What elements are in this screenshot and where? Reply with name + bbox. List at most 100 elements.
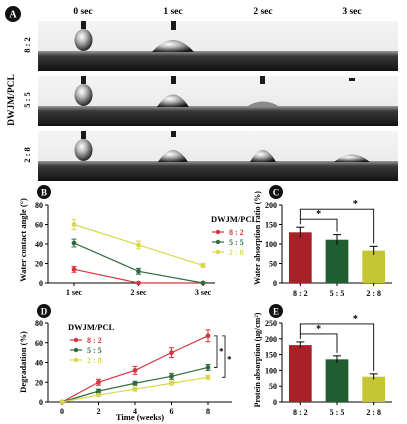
row-label-1: 5 : 5 (22, 92, 32, 108)
panel-e-y-axis-label: Protein absorption (μg/cm²) (253, 312, 262, 407)
y-tick-label: 80 (35, 319, 43, 328)
significance-star: * (227, 355, 232, 365)
panel-a-badge (5, 6, 21, 22)
droplet-image (308, 21, 398, 71)
panel-d-x-axis-label: Time (weeks) (116, 412, 164, 422)
data-point (96, 388, 101, 394)
x-tick-label: 3 sec (195, 288, 212, 297)
data-point (96, 379, 101, 385)
panel-a: A 0 sec 1 sec 2 sec 3 sec DWJM/PCL 8 : 2… (5, 6, 398, 181)
y-tick-label: 0 (273, 279, 277, 288)
legend-label: 5 : 5 (229, 238, 244, 247)
data-point (169, 373, 174, 379)
panel-d-legend-title: DWJM/PCL (68, 322, 115, 332)
legend-label: 8 : 2 (229, 228, 244, 237)
bar (362, 250, 386, 283)
data-point (132, 386, 138, 392)
legend-label: 2 : 8 (87, 356, 102, 365)
droplet-image (38, 21, 128, 71)
data-point (169, 380, 174, 386)
data-point (200, 263, 206, 268)
data-point (205, 333, 211, 339)
droplet-image (218, 76, 308, 126)
droplet-image-grid (38, 21, 398, 181)
panel-c-y-axis-label: Water absorption ratio (%) (253, 191, 262, 285)
panel-d: D Degradation (%) DWJM/PCL Time (weeks) … (18, 304, 232, 422)
legend-marker (215, 229, 221, 235)
time-header-0: 0 sec (73, 7, 92, 17)
y-tick-label: 150 (265, 221, 277, 230)
legend-marker (215, 249, 221, 255)
y-tick-label: 250 (265, 319, 277, 328)
significance-bracket (299, 323, 375, 371)
data-point (71, 222, 77, 227)
droplet-image (218, 21, 308, 71)
y-tick-label: 40 (35, 359, 43, 368)
panel-c: C Water absorption ratio (%) 0 50 100 150 20… (253, 185, 392, 298)
y-tick-label: 50 (269, 260, 277, 269)
significance-bracket (214, 335, 218, 368)
panel-b: B Water contact angle (°) DWJM/PCL 0 20 40… (18, 185, 258, 297)
data-point (136, 280, 141, 286)
panel-d-label: D (41, 307, 48, 317)
y-tick-label: 80 (35, 201, 43, 210)
data-point (59, 399, 65, 405)
x-tick-label: 8 (206, 407, 210, 416)
time-header-3: 3 sec (342, 7, 361, 17)
significance-bracket (299, 218, 338, 232)
x-tick-label: 4 (133, 407, 137, 416)
time-header-1: 1 sec (163, 7, 182, 17)
droplet-image (218, 131, 308, 181)
panel-c-label: C (273, 188, 280, 198)
y-tick-label: 0 (39, 398, 43, 407)
x-tick-label: 8 : 2 (293, 408, 308, 417)
panel-b-badge (37, 185, 51, 199)
significance-star: * (353, 199, 358, 210)
panel-d-plot: 0 20 40 60 80 0 2 4 6 8 8 : 25 : 52 : 8 ** (35, 319, 232, 416)
y-tick-label: 100 (265, 366, 277, 375)
data-point (71, 266, 77, 272)
data-point (132, 380, 138, 386)
x-tick-label: 5 : 5 (330, 408, 345, 417)
bar (325, 239, 349, 283)
panel-e-label: E (273, 307, 279, 317)
data-point (205, 374, 211, 380)
y-tick-label: 0 (39, 279, 43, 288)
panel-a-group-title: DWJM/PCL (7, 74, 17, 126)
panel-a-label: A (9, 10, 17, 21)
data-point (200, 280, 206, 286)
time-header-2: 2 sec (253, 7, 272, 17)
bar (325, 359, 349, 402)
data-point (96, 392, 101, 398)
legend-label: 2 : 8 (229, 248, 244, 257)
x-tick-label: 6 (170, 407, 174, 416)
panel-b-legend-title: DWJM/PCL (211, 214, 258, 224)
bar (288, 232, 312, 283)
data-point (132, 368, 138, 373)
droplet-image (128, 21, 218, 71)
droplet-image (128, 131, 218, 181)
droplet-image (128, 76, 218, 126)
legend-marker (73, 347, 79, 353)
x-tick-label: 2 (97, 407, 101, 416)
panel-e-badge (269, 304, 283, 318)
y-tick-label: 40 (35, 240, 43, 249)
data-point (136, 268, 141, 274)
droplet-image (308, 131, 398, 181)
significance-star: * (316, 324, 321, 335)
legend-marker (215, 239, 221, 245)
data-point (136, 242, 141, 248)
y-tick-label: 100 (265, 240, 277, 249)
bar (288, 345, 312, 402)
data-point (205, 365, 211, 370)
significance-star: * (219, 347, 224, 357)
legend-marker (73, 357, 79, 363)
y-tick-label: 60 (35, 339, 43, 348)
panel-c-plot: 0 50 100 150 200 8 : 2 5 : 5 2 : 8 * * (265, 199, 392, 298)
significance-star: * (353, 314, 358, 325)
droplet-image (38, 131, 128, 181)
panel-c-badge (269, 185, 283, 199)
legend-label: 8 : 2 (87, 336, 102, 345)
